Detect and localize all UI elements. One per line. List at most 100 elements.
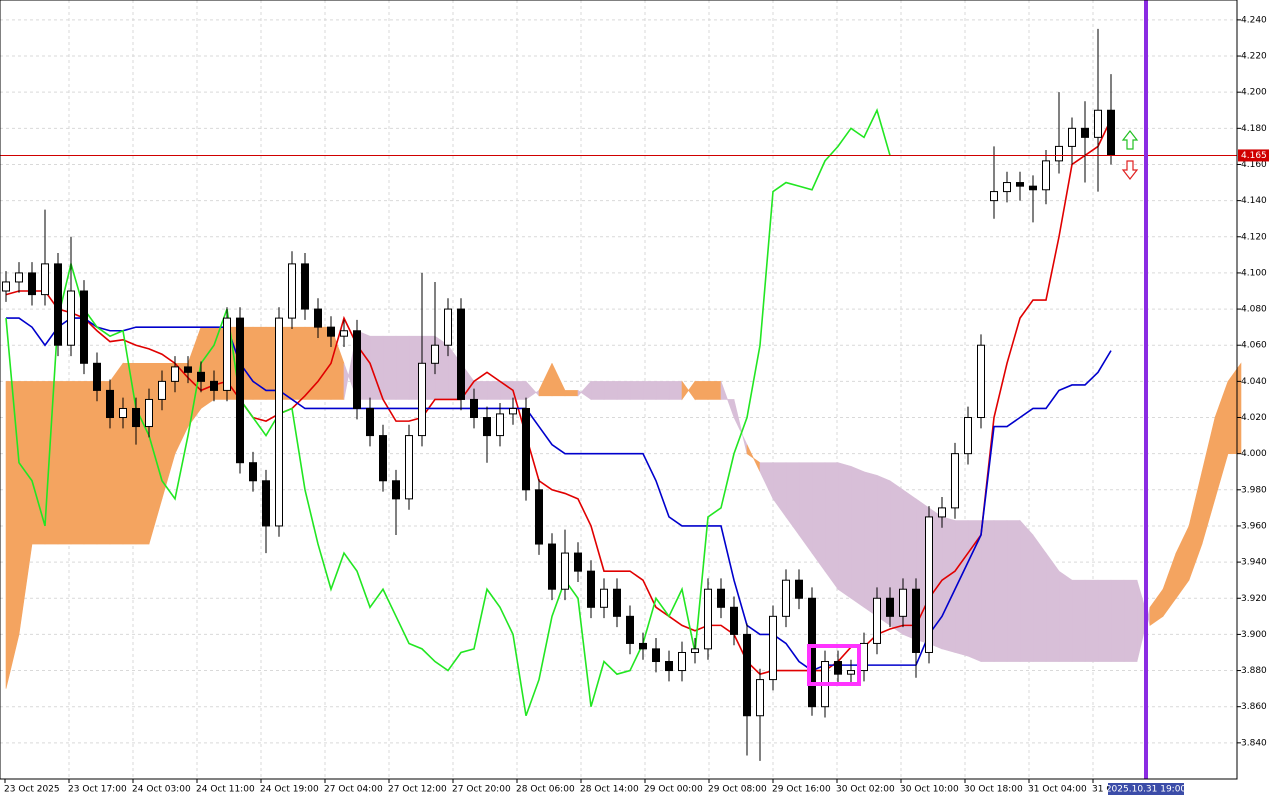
- candle-body: [197, 371, 205, 382]
- cloud-segment: [5, 381, 20, 689]
- candle-body: [600, 588, 608, 608]
- overlay-layer: [0, 0, 1237, 779]
- candle-body: [938, 507, 946, 518]
- candle-body: [977, 344, 985, 419]
- y-tick-label: 3.940: [1241, 558, 1267, 568]
- y-tick-label: 3.860: [1241, 702, 1267, 712]
- candle-body: [405, 435, 413, 500]
- time-cursor-box: [1108, 783, 1184, 795]
- cloud-segment: [499, 381, 514, 400]
- candle-body: [236, 317, 244, 464]
- cloud-segment: [707, 381, 722, 400]
- candle-body: [574, 552, 582, 572]
- y-tick-label: 3.840: [1241, 738, 1267, 748]
- cloud-segment: [941, 516, 956, 653]
- cloud-segment: [291, 326, 306, 400]
- candle-body: [1068, 127, 1076, 147]
- candle-body: [275, 317, 283, 527]
- candle-body: [2, 281, 10, 292]
- candle-body: [1081, 127, 1089, 138]
- x-tick-label: 27 Oct 20:00: [452, 785, 511, 795]
- candle-body: [262, 480, 270, 527]
- candle-body: [67, 290, 75, 346]
- candle-body: [535, 489, 543, 545]
- candle-body: [613, 588, 621, 617]
- cloud-segment: [1110, 579, 1125, 662]
- candle-body: [860, 642, 868, 672]
- x-tick-label: 31 Oct 04:00: [1028, 785, 1087, 795]
- candle-body: [171, 366, 179, 382]
- y-tick-label: 3.900: [1241, 630, 1267, 640]
- candle-body: [925, 516, 933, 653]
- cloud-segment: [70, 381, 85, 545]
- y-tick-label: 4.080: [1241, 305, 1267, 315]
- candle-body: [184, 366, 192, 373]
- y-tick-label: 3.960: [1241, 521, 1267, 531]
- y-tick-label: 4.060: [1241, 341, 1267, 351]
- x-tick-label: 27 Oct 04:00: [324, 785, 383, 795]
- candle-body: [873, 597, 881, 644]
- sell-arrow[interactable]: [1121, 160, 1139, 180]
- cloud-segment: [616, 381, 631, 400]
- candles-layer: [2, 28, 1115, 761]
- cloud-segment: [83, 381, 98, 545]
- cloud-segment: [980, 520, 995, 662]
- x-tick-label: 24 Oct 03:00: [132, 785, 191, 795]
- candle-body: [119, 407, 127, 419]
- candle-body: [431, 344, 439, 364]
- y-tick-label: 4.020: [1241, 413, 1267, 423]
- candle-body: [132, 407, 140, 428]
- y-tick-label: 4.140: [1241, 196, 1267, 206]
- candle-body: [28, 272, 36, 296]
- grid-layer: [0, 0, 1237, 779]
- candle-body: [54, 263, 62, 346]
- candle-body: [964, 417, 972, 455]
- candle-body: [1094, 109, 1102, 138]
- cloud-segment: [590, 381, 605, 400]
- candle-body: [951, 453, 959, 509]
- cloud-segment: [629, 381, 644, 400]
- current-price-box: [1238, 149, 1269, 162]
- candle-body: [795, 579, 803, 599]
- cloud-segment: [1006, 520, 1021, 662]
- candle-body: [41, 263, 49, 296]
- cloud-segment: [824, 462, 839, 591]
- cloud-segment: [486, 381, 501, 400]
- y-tick-label: 4.160: [1241, 160, 1267, 170]
- time-cursor-label: 2025.10.31 19:00: [1106, 785, 1187, 795]
- cloud-segment: [1084, 579, 1099, 662]
- cloud-segment: [863, 471, 878, 617]
- candle-body: [756, 679, 764, 717]
- cloud-segment: [837, 462, 852, 599]
- candle-body: [912, 588, 920, 653]
- cloud-segment: [1045, 552, 1060, 662]
- plot-frame: [0, 0, 1238, 780]
- candle-body: [80, 290, 88, 364]
- x-tick-label: 30 Oct 02:00: [836, 785, 895, 795]
- cloud-segment: [694, 381, 709, 400]
- y-tick-label: 3.980: [1241, 485, 1267, 495]
- x-tick-label: 29 Oct 08:00: [708, 785, 767, 795]
- x-tick-label: 24 Oct 19:00: [260, 785, 319, 795]
- cloud-segment: [655, 381, 670, 400]
- cloud-segment: [57, 381, 72, 545]
- candle-body: [145, 398, 153, 428]
- candle-body: [886, 597, 894, 617]
- y-tick-label: 4.200: [1241, 88, 1267, 98]
- candle-body: [717, 588, 725, 608]
- cloud-segment: [1019, 519, 1034, 662]
- buy-arrow[interactable]: [1121, 130, 1139, 150]
- cloud-segment: [642, 381, 657, 400]
- cloud-segment: [954, 520, 969, 657]
- candle-body: [1055, 145, 1063, 162]
- x-tick-label: 28 Oct 06:00: [516, 785, 575, 795]
- candle-body: [678, 651, 686, 672]
- y-tick-label: 4.180: [1241, 124, 1267, 134]
- cloud-segment: [993, 520, 1008, 662]
- cloud-segment: [200, 326, 215, 410]
- cloud-segment: [603, 381, 618, 400]
- candle-body: [457, 308, 465, 400]
- candle-body: [847, 670, 855, 675]
- cloud-segment: [122, 362, 137, 545]
